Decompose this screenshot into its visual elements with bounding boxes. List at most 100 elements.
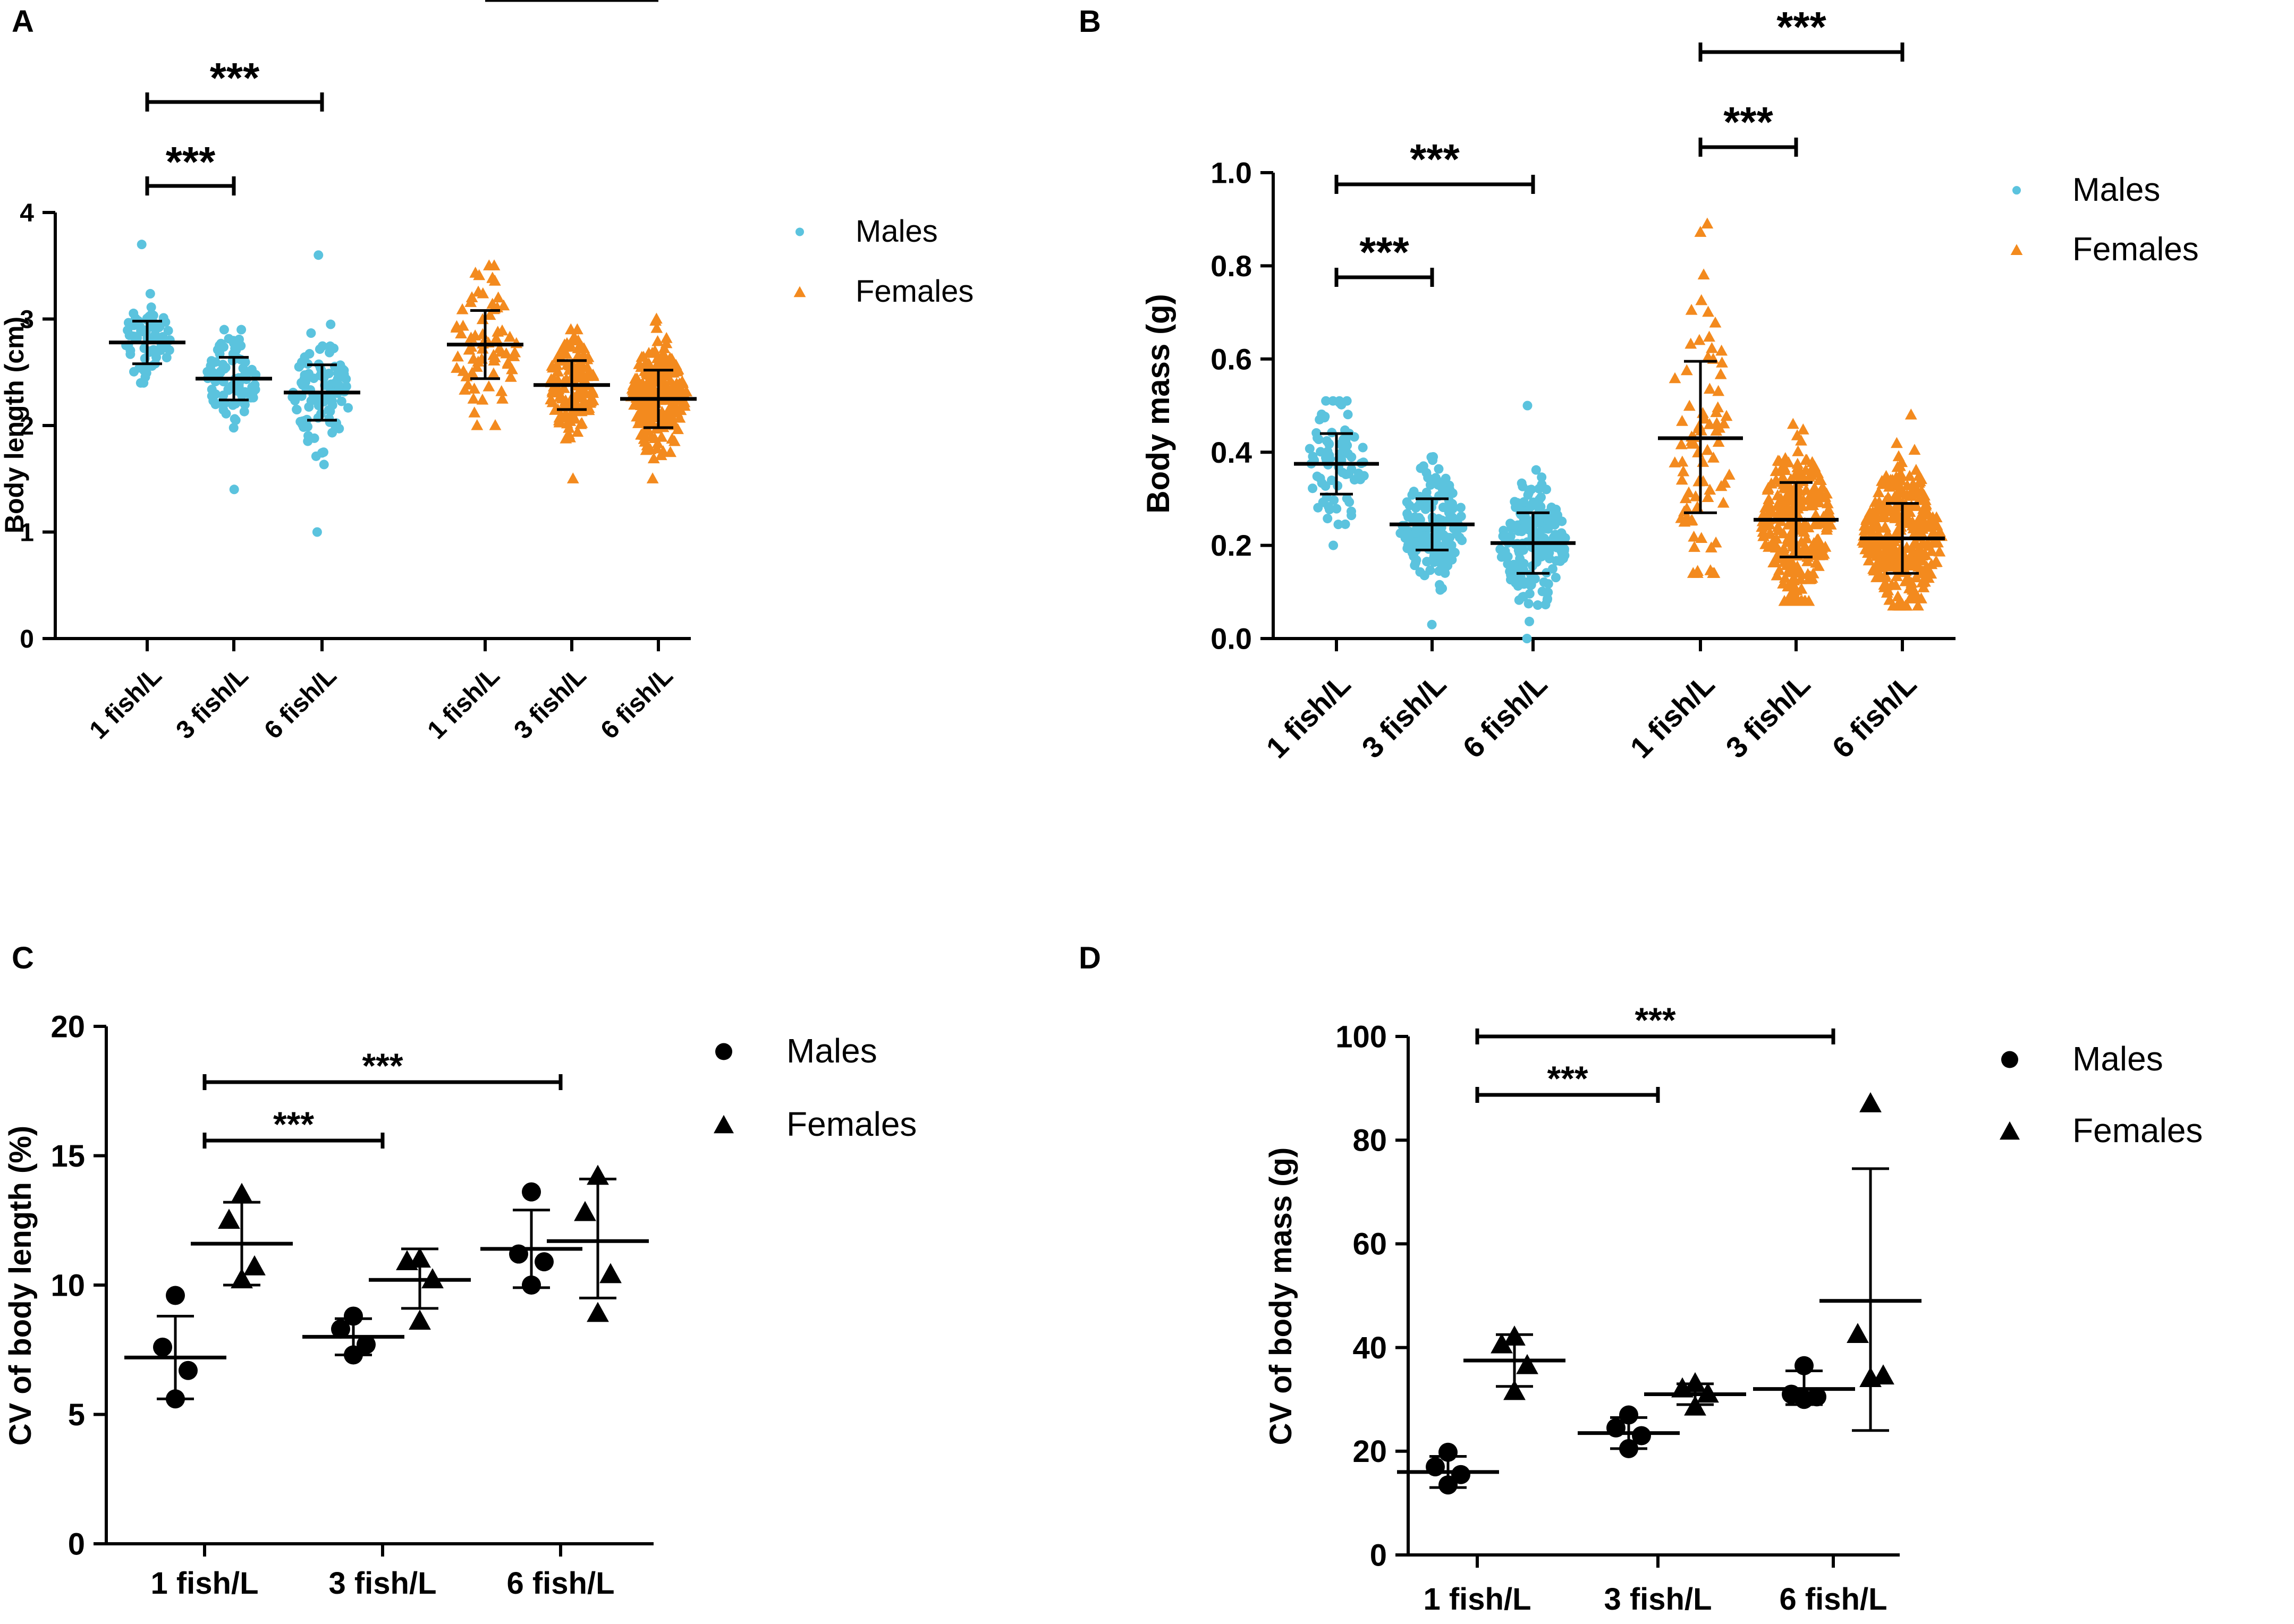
female-data-point bbox=[1685, 303, 1698, 315]
female-data-point bbox=[1867, 548, 1880, 559]
female-data-point bbox=[557, 347, 570, 359]
male-data-point bbox=[1425, 480, 1435, 490]
male-data-point bbox=[1447, 555, 1457, 565]
female-data-point bbox=[468, 382, 480, 394]
x-tick-label: 3 fish/L bbox=[509, 661, 591, 744]
female-data-point bbox=[1784, 588, 1797, 599]
female-data-point bbox=[1878, 551, 1890, 563]
male-data-point bbox=[1347, 452, 1357, 462]
female-data-point bbox=[1720, 410, 1733, 421]
female-data-point bbox=[1675, 473, 1688, 485]
female-data-point bbox=[1676, 455, 1689, 467]
female-data-point bbox=[574, 386, 587, 397]
panel-c: C 0 5 10 15 20 CV of body length (%) 1 fish/L 3 … bbox=[3, 941, 917, 1601]
female-data-point bbox=[1889, 544, 1902, 555]
female-data-point bbox=[587, 387, 599, 398]
error-bar bbox=[1658, 360, 1743, 514]
male-data-point bbox=[166, 1286, 185, 1305]
y-tick-label: 20 bbox=[50, 1009, 85, 1044]
female-data-point bbox=[456, 303, 469, 314]
female-data-point bbox=[509, 346, 521, 358]
female-data-point bbox=[1791, 457, 1804, 469]
male-data-point bbox=[231, 415, 241, 425]
female-data-point bbox=[1702, 491, 1714, 503]
female-data-point bbox=[1808, 460, 1821, 472]
female-data-point bbox=[1781, 558, 1793, 569]
error-bar bbox=[480, 1209, 582, 1289]
legend: Males Females bbox=[793, 214, 974, 309]
male-data-point bbox=[1430, 473, 1441, 483]
error-bar bbox=[109, 320, 185, 365]
female-data-point bbox=[1916, 554, 1929, 566]
significance-stars: *** bbox=[210, 54, 260, 101]
y-tick-label: 0.4 bbox=[1211, 436, 1252, 469]
male-data-point bbox=[1341, 443, 1351, 453]
male-data-point bbox=[210, 389, 221, 399]
female-data-point bbox=[471, 419, 484, 430]
male-data-point bbox=[290, 396, 300, 406]
female-data-point bbox=[1770, 541, 1783, 552]
female-data-point bbox=[1676, 415, 1688, 426]
male-data-point bbox=[327, 428, 337, 438]
female-data-point bbox=[488, 259, 501, 270]
male-data-point bbox=[357, 1335, 376, 1355]
female-data-point bbox=[460, 370, 473, 381]
legend-label: Females bbox=[786, 1105, 917, 1143]
female-data-point bbox=[1712, 436, 1725, 447]
female-data-point bbox=[1764, 527, 1776, 538]
x-tick-label: 1 fish/L bbox=[1623, 667, 1721, 764]
female-data-point bbox=[1693, 334, 1706, 345]
female-data-point bbox=[1902, 514, 1915, 525]
x-tick-label: 6 fish/L bbox=[1779, 1582, 1887, 1617]
female-data-point bbox=[1927, 513, 1940, 524]
female-data-point bbox=[1785, 533, 1798, 545]
female-data-point bbox=[641, 378, 653, 389]
female-data-point bbox=[1872, 1364, 1894, 1385]
female-data-point bbox=[1778, 594, 1791, 606]
female-data-point bbox=[1707, 452, 1720, 463]
male-data-point bbox=[1548, 532, 1559, 542]
male-data-point bbox=[1332, 504, 1342, 514]
female-data-point bbox=[484, 309, 496, 320]
female-data-point bbox=[1762, 497, 1775, 508]
female-data-point bbox=[651, 352, 664, 363]
female-data-point bbox=[632, 382, 645, 393]
female-data-point bbox=[1821, 497, 1834, 508]
male-data-point bbox=[1313, 503, 1323, 513]
legend-label: Males bbox=[2072, 172, 2160, 208]
female-data-point bbox=[1901, 575, 1914, 586]
x-tick-label: 1 fish/L bbox=[150, 1566, 258, 1601]
female-data-point bbox=[1821, 521, 1833, 532]
male-data-point bbox=[1334, 396, 1344, 406]
female-data-point bbox=[1907, 545, 1919, 557]
female-data-point bbox=[495, 345, 507, 357]
y-axis-title: Body length (cm) bbox=[0, 317, 29, 533]
male-data-point bbox=[1619, 1405, 1638, 1425]
male-data-point bbox=[1518, 592, 1528, 602]
male-data-point bbox=[344, 1306, 363, 1326]
male-data-point bbox=[228, 423, 239, 433]
error-bar bbox=[1294, 432, 1379, 496]
female-data-point bbox=[553, 391, 566, 402]
error-bar bbox=[1860, 502, 1945, 575]
female-data-point bbox=[1688, 541, 1700, 552]
female-data-point bbox=[1908, 444, 1921, 455]
female-data-point bbox=[1907, 478, 1919, 489]
male-data-point bbox=[1551, 573, 1561, 583]
male-data-point bbox=[1529, 574, 1539, 584]
female-data-point bbox=[1805, 573, 1817, 584]
error-bar bbox=[1753, 1370, 1855, 1406]
error-bar bbox=[1463, 1333, 1565, 1388]
male-data-point bbox=[1452, 529, 1462, 539]
female-data-point bbox=[1795, 434, 1807, 446]
male-data-point bbox=[1400, 533, 1410, 543]
male-data-point bbox=[1427, 619, 1437, 630]
female-data-point bbox=[1872, 520, 1884, 532]
female-data-point bbox=[1779, 464, 1791, 475]
female-data-point bbox=[571, 426, 584, 437]
y-tick-label: 80 bbox=[1352, 1124, 1387, 1158]
female-data-point bbox=[1809, 487, 1822, 498]
female-data-point bbox=[1803, 470, 1816, 482]
female-data-point bbox=[1912, 470, 1925, 481]
female-data-point bbox=[468, 406, 481, 418]
